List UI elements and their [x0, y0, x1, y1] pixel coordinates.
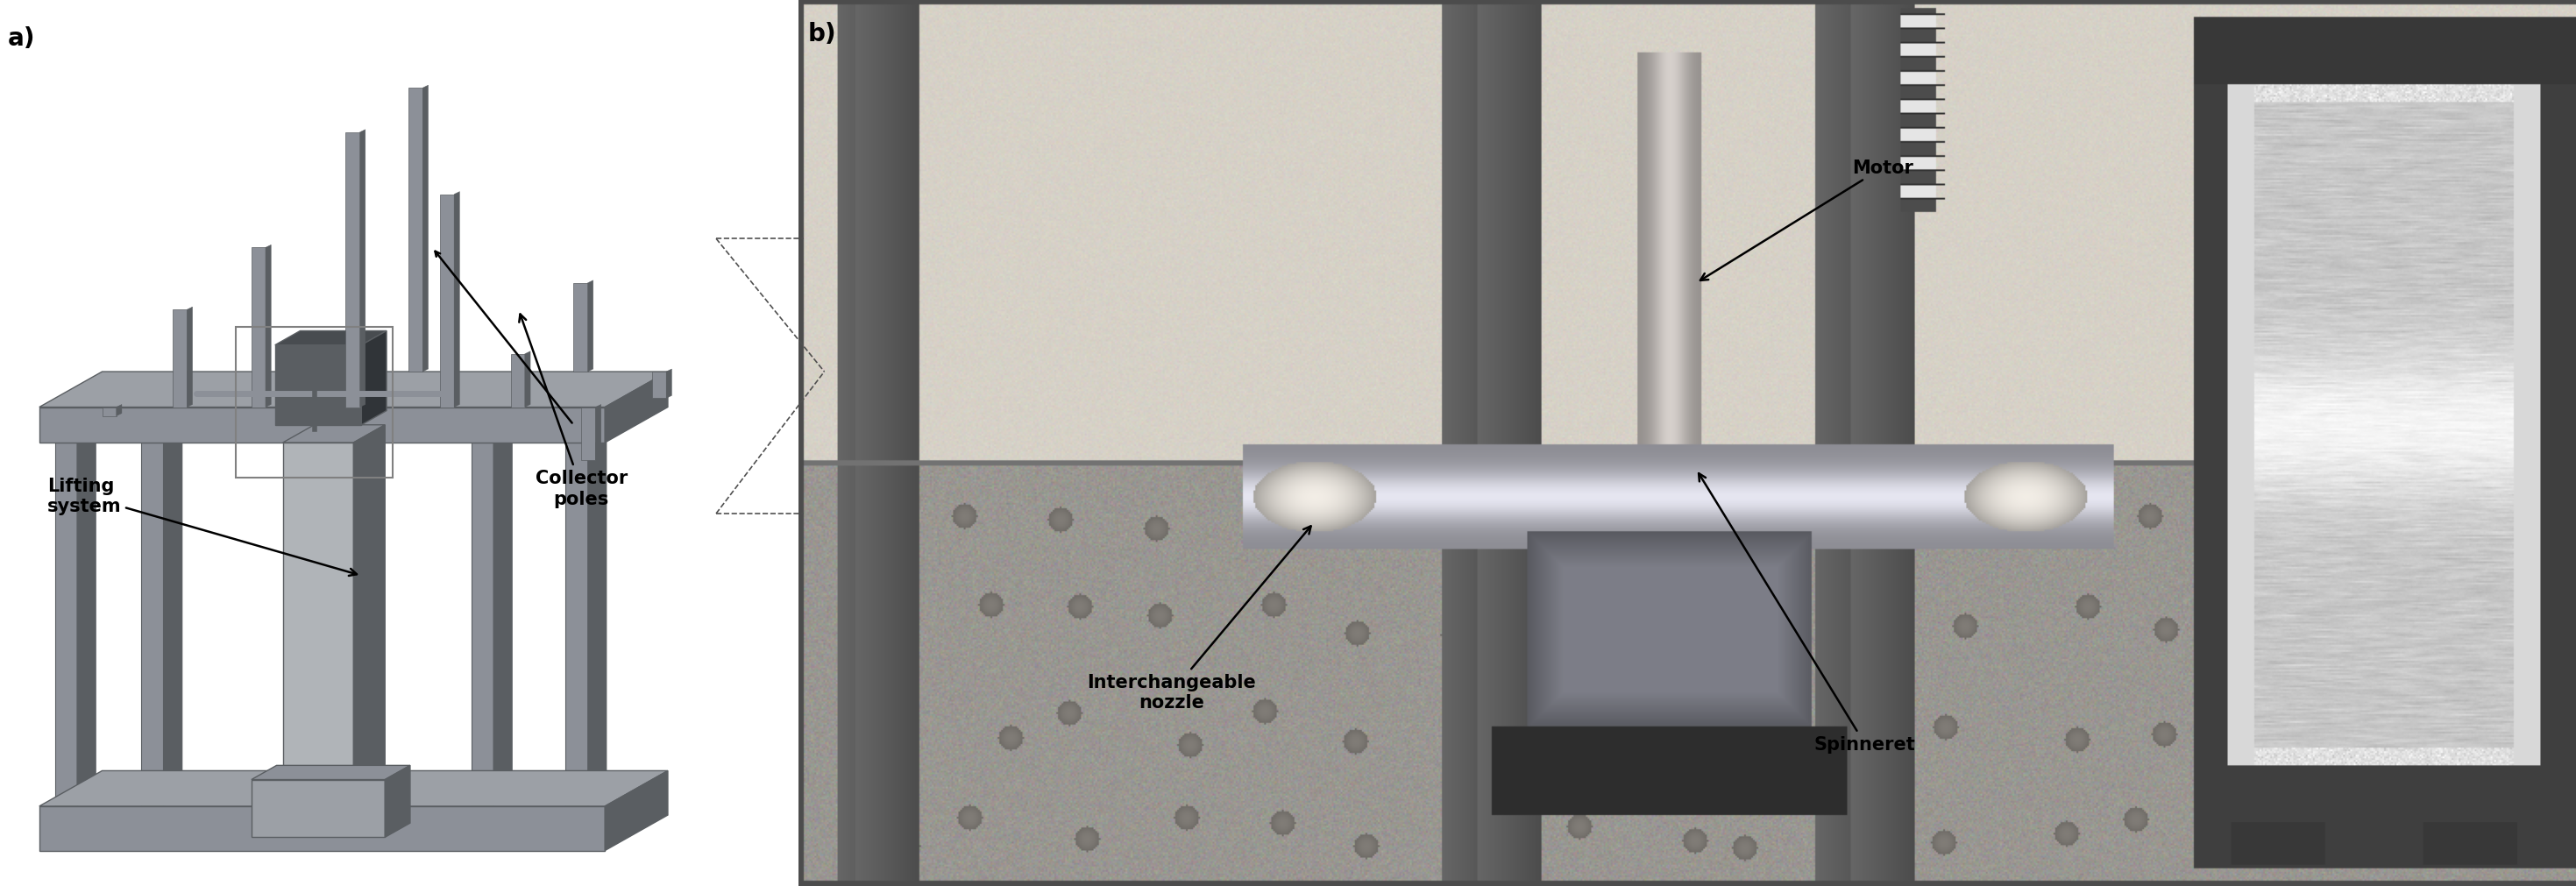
Polygon shape: [384, 766, 410, 837]
Polygon shape: [39, 408, 605, 443]
Polygon shape: [283, 425, 384, 443]
Polygon shape: [142, 443, 162, 806]
Polygon shape: [252, 248, 265, 408]
Text: a): a): [8, 27, 36, 51]
Polygon shape: [587, 432, 605, 806]
Polygon shape: [471, 443, 495, 806]
Polygon shape: [276, 346, 361, 425]
Polygon shape: [39, 806, 605, 851]
Polygon shape: [361, 331, 386, 425]
Polygon shape: [77, 432, 95, 806]
Polygon shape: [39, 771, 667, 806]
Text: Interchangeable
nozzle: Interchangeable nozzle: [1087, 526, 1311, 711]
Polygon shape: [173, 310, 188, 408]
Polygon shape: [567, 443, 587, 806]
Polygon shape: [252, 780, 384, 837]
Polygon shape: [595, 405, 600, 461]
Text: b): b): [806, 22, 837, 47]
Bar: [237, 328, 392, 478]
Polygon shape: [652, 372, 667, 399]
Text: Lifting
system: Lifting system: [46, 478, 355, 576]
Text: Motor: Motor: [1700, 159, 1914, 281]
Polygon shape: [116, 405, 121, 416]
Polygon shape: [495, 432, 513, 806]
Text: Spinneret: Spinneret: [1698, 474, 1917, 753]
Polygon shape: [252, 766, 410, 780]
Polygon shape: [510, 354, 526, 408]
Polygon shape: [39, 372, 667, 408]
Polygon shape: [276, 331, 386, 346]
Polygon shape: [283, 443, 353, 806]
Polygon shape: [440, 195, 453, 408]
Text: Collector
poles: Collector poles: [520, 315, 629, 508]
Polygon shape: [582, 408, 595, 461]
Polygon shape: [188, 307, 193, 408]
Polygon shape: [574, 284, 587, 372]
Polygon shape: [345, 133, 361, 408]
Polygon shape: [353, 425, 384, 806]
Polygon shape: [422, 86, 428, 372]
Polygon shape: [605, 372, 667, 443]
Polygon shape: [410, 89, 422, 372]
Polygon shape: [667, 369, 672, 399]
Polygon shape: [605, 771, 667, 851]
Polygon shape: [361, 130, 366, 408]
Polygon shape: [526, 352, 531, 408]
Polygon shape: [103, 408, 116, 416]
Polygon shape: [265, 245, 270, 408]
Polygon shape: [162, 432, 183, 806]
Polygon shape: [54, 443, 77, 806]
Polygon shape: [453, 192, 459, 408]
Polygon shape: [587, 281, 592, 372]
